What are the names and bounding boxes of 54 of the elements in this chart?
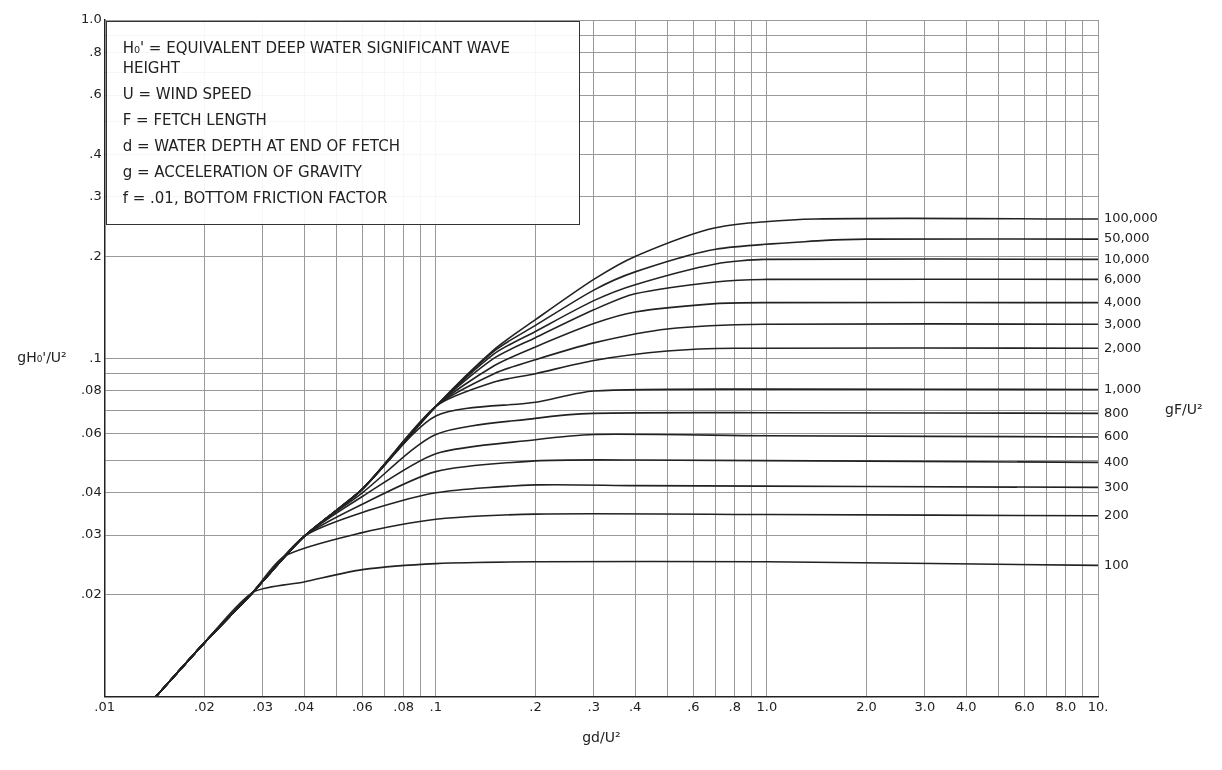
series-label: 1,000 bbox=[1104, 380, 1142, 396]
series-label: 6,000 bbox=[1104, 270, 1142, 286]
y-tick-label: .3 bbox=[89, 188, 102, 204]
y-tick-label: .06 bbox=[80, 424, 102, 440]
x-tick-label: .6 bbox=[687, 698, 700, 714]
series-label: 3,000 bbox=[1104, 315, 1142, 331]
y-tick-label: .2 bbox=[89, 247, 102, 263]
y-tick-label: .4 bbox=[89, 145, 102, 161]
x-tick-label: .04 bbox=[293, 698, 315, 714]
x-tick-label: .08 bbox=[393, 698, 415, 714]
annotation: H₀' = EQUIVALENT DEEP WATER SIGNIFICANT WAVE HEIGHT bbox=[122, 38, 511, 78]
series-label: 100 bbox=[1104, 556, 1129, 572]
series-label: 4,000 bbox=[1104, 293, 1142, 309]
x-tick-label: .4 bbox=[628, 698, 642, 714]
x-tick-label: .06 bbox=[351, 698, 373, 714]
series-label: 2,000 bbox=[1104, 339, 1142, 355]
series-label: 300 bbox=[1104, 478, 1129, 494]
legend-title: gF/U² bbox=[1165, 401, 1203, 418]
y-tick-label: .04 bbox=[80, 484, 102, 500]
x-tick-label: 10. bbox=[1087, 698, 1109, 714]
x-axis-title: gd/U² bbox=[582, 729, 621, 746]
x-tick-label: .8 bbox=[728, 698, 742, 714]
x-tick-label: 3.0 bbox=[914, 698, 936, 714]
y-tick-label: 1.0 bbox=[80, 11, 102, 27]
x-tick-label: .02 bbox=[194, 698, 215, 714]
x-tick-label: 4.0 bbox=[955, 698, 977, 714]
series-label: 800 bbox=[1104, 404, 1129, 420]
annotation: U = WIND SPEED bbox=[122, 84, 253, 104]
x-tick-label: .03 bbox=[252, 698, 273, 714]
x-tick-label: .01 bbox=[94, 698, 116, 714]
series-label: 10,000 bbox=[1104, 250, 1150, 266]
x-tick-label: .2 bbox=[529, 698, 542, 714]
y-tick-label: .08 bbox=[80, 382, 102, 398]
annotation: d = WATER DEPTH AT END OF FETCH bbox=[122, 136, 401, 156]
x-tick-label: 6.0 bbox=[1014, 698, 1035, 714]
y-axis-title: gH₀'/U² bbox=[17, 348, 67, 365]
annotation: F = FETCH LENGTH bbox=[122, 110, 268, 130]
annotation: g = ACCELERATION OF GRAVITY bbox=[122, 162, 363, 182]
series-label: 200 bbox=[1104, 507, 1129, 523]
x-tick-label: 1.0 bbox=[756, 698, 778, 714]
y-tick-label: .6 bbox=[89, 86, 102, 102]
y-tick-label: .02 bbox=[80, 585, 102, 601]
y-tick-label: .8 bbox=[89, 44, 102, 60]
x-tick-label: .3 bbox=[587, 698, 600, 714]
series-label: 100,000 bbox=[1104, 210, 1158, 226]
x-tick-label: .1 bbox=[429, 698, 442, 714]
y-tick-label: .03 bbox=[80, 526, 102, 542]
annotation: f = .01, BOTTOM FRICTION FACTOR bbox=[122, 188, 389, 208]
series-label: 400 bbox=[1104, 453, 1129, 469]
y-tick-label: .1 bbox=[89, 349, 102, 365]
x-tick-label: 8.0 bbox=[1055, 698, 1077, 714]
series-label: 50,000 bbox=[1104, 230, 1150, 246]
x-tick-label: 2.0 bbox=[856, 698, 877, 714]
series-label: 600 bbox=[1104, 428, 1129, 444]
